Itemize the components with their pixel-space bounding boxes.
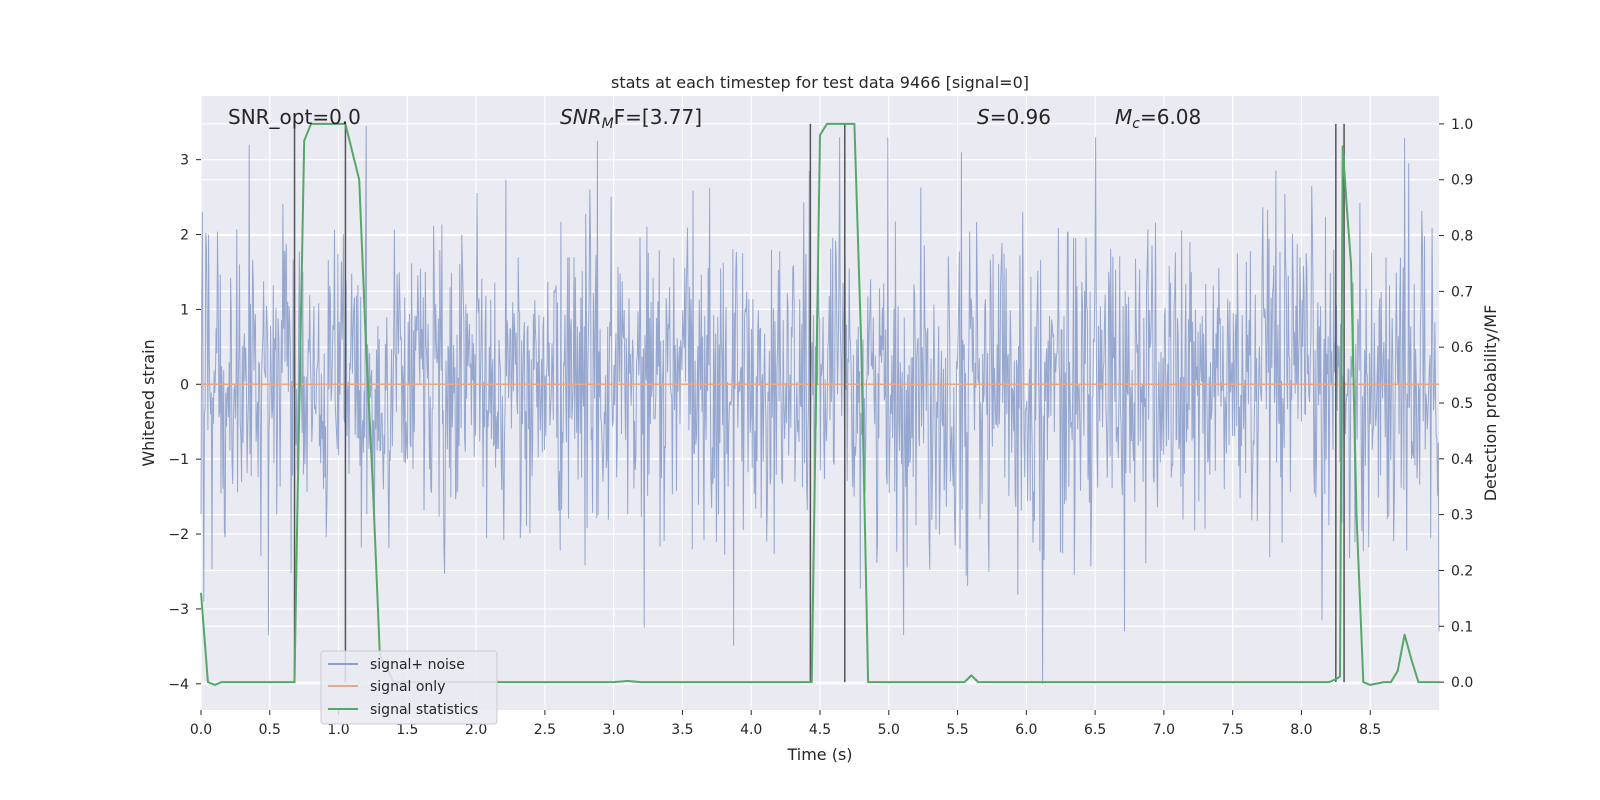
y-tick-label: −1 [168, 452, 189, 468]
series-signal-noise [200, 125, 1440, 684]
x-tick-label: 7.5 [1222, 722, 1244, 738]
x-tick-label: 4.5 [809, 722, 831, 738]
s-rest: =0.96 [990, 105, 1051, 129]
x-tick-label: 0.5 [259, 722, 281, 738]
x-tick-label: 0.0 [190, 722, 212, 738]
annotation-s: S=0.96 [977, 105, 1051, 129]
y2-tick-label: 1.0 [1451, 117, 1473, 133]
x-tick-label: 2.0 [465, 722, 487, 738]
y2-tick-label: 0.4 [1451, 452, 1473, 468]
y-ticks: −4 −3 −2 −1 0 1 2 3 [168, 153, 201, 693]
noise-line [200, 125, 1440, 684]
y2-tick-label: 0.2 [1451, 563, 1473, 579]
x-tick-label: 6.5 [1084, 722, 1106, 738]
x-tick-label: 4.0 [740, 722, 762, 738]
y-tick-label: −2 [168, 527, 189, 543]
y-tick-label: −4 [168, 677, 189, 693]
y-tick-label: 0 [180, 377, 189, 393]
annotation-mc: Mc=6.08 [1115, 105, 1201, 132]
y-tick-label: −3 [168, 602, 189, 618]
legend-label-signal-only: signal only [370, 679, 445, 695]
mc-rest: =6.08 [1140, 105, 1201, 129]
y2-ticks: 0.0 0.1 0.2 0.3 0.4 0.5 0.6 0.7 0.8 0.9 1.0 [1439, 117, 1473, 691]
y2-tick-label: 0.8 [1451, 229, 1473, 245]
y2-tick-label: 0.5 [1451, 396, 1473, 412]
legend-box [320, 650, 498, 725]
y2-tick-label: 0.0 [1451, 675, 1473, 691]
x-axis-label: Time (s) [786, 745, 852, 764]
x-tick-label: 8.0 [1290, 722, 1312, 738]
y-axis-label: Whitened strain [139, 339, 158, 466]
mc-sub: c [1132, 116, 1140, 132]
x-tick-label: 5.5 [946, 722, 968, 738]
y2-tick-label: 0.9 [1451, 173, 1473, 189]
x-tick-label: 2.5 [534, 722, 556, 738]
mc-base: M [1115, 105, 1132, 129]
signal-statistics-line [200, 122, 1439, 686]
legend: signal+ noise signal only signal statist… [320, 650, 498, 725]
y2-tick-label: 0.7 [1451, 284, 1473, 300]
legend-label-signal-statistics: signal statistics [370, 702, 478, 718]
y2-tick-label: 0.1 [1451, 619, 1473, 635]
annotation-snr-mf: SNRMF=[3.77] [560, 105, 702, 132]
x-tick-label: 3.5 [671, 722, 693, 738]
snr-mf-rest: F=[3.77] [614, 105, 702, 129]
x-tick-label: 1.0 [327, 722, 349, 738]
series-signal-statistics [200, 122, 1439, 686]
y-tick-label: 3 [180, 153, 189, 169]
y2-axis-label: Detection probability/MF [1481, 305, 1500, 502]
x-tick-label: 3.0 [603, 722, 625, 738]
y-tick-label: 2 [180, 228, 189, 244]
y-tick-label: 1 [180, 302, 189, 318]
x-tick-label: 6.0 [1015, 722, 1037, 738]
snr-mf-base: SNR [560, 105, 602, 129]
chart-title: stats at each timestep for test data 946… [611, 73, 1029, 92]
annotation-snr-opt: SNR_opt=0.0 [228, 105, 361, 129]
y2-tick-label: 0.6 [1451, 340, 1473, 356]
x-tick-label: 1.5 [396, 722, 418, 738]
x-ticks: 0.0 0.5 1.0 1.5 2.0 2.5 3.0 3.5 4.0 4.5 5.0 5.5 6.0 6… [190, 710, 1381, 738]
legend-label-signal-noise: signal+ noise [370, 657, 465, 673]
s-var: S [977, 105, 990, 129]
x-tick-label: 7.0 [1153, 722, 1175, 738]
vertical-markers [293, 123, 1345, 683]
x-tick-label: 8.5 [1359, 722, 1381, 738]
snr-mf-sub: M [602, 116, 614, 132]
x-tick-label: 5.0 [878, 722, 900, 738]
y2-tick-label: 0.3 [1451, 508, 1473, 524]
